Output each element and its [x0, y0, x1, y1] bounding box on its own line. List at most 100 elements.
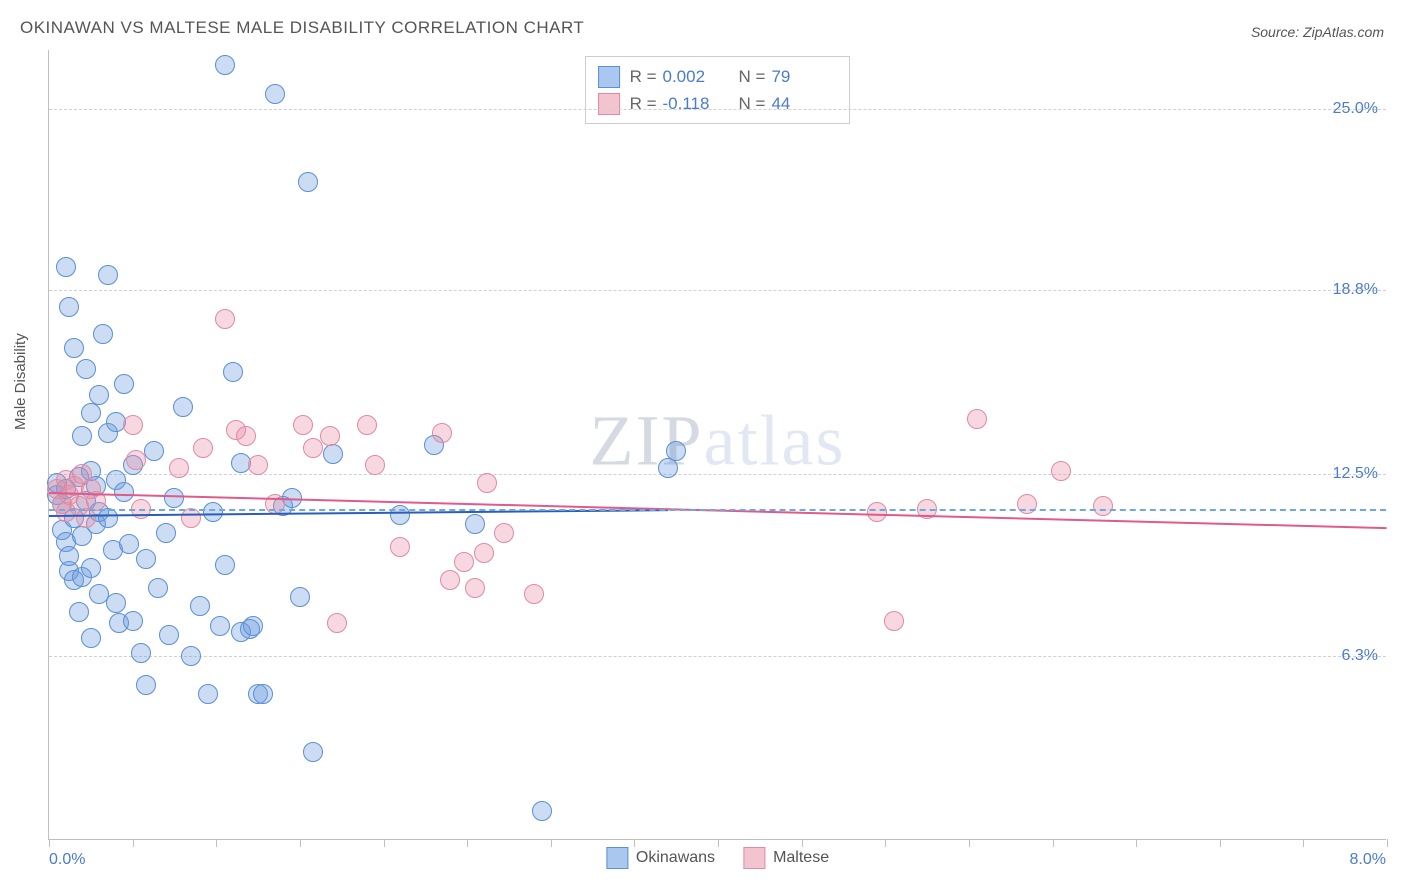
data-point [131, 643, 151, 663]
stat-n-value: 79 [771, 63, 823, 90]
data-point [1051, 461, 1071, 481]
data-point [59, 297, 79, 317]
grid-line [49, 290, 1386, 291]
data-point [290, 587, 310, 607]
y-tick-label: 6.3% [1342, 647, 1378, 665]
data-point [215, 555, 235, 575]
legend-swatch [598, 93, 620, 115]
data-point [215, 309, 235, 329]
data-point [323, 444, 343, 464]
data-point [474, 543, 494, 563]
data-point [243, 616, 263, 636]
data-point [658, 458, 678, 478]
x-tick [1303, 839, 1304, 847]
legend-label: Okinawans [636, 849, 715, 867]
stat-n-label: N = [739, 90, 766, 117]
y-axis-label: Male Disability [12, 333, 29, 430]
x-tick [1053, 839, 1054, 847]
stat-n-value: 44 [771, 90, 823, 117]
x-tick [802, 839, 803, 847]
scatter-plot: ZIPatlas R =0.002N =79R =-0.118 N =44 6.3… [48, 50, 1386, 840]
stat-r-label: R = [630, 90, 657, 117]
data-point [126, 450, 146, 470]
legend-swatch [606, 847, 628, 869]
data-point [432, 423, 452, 443]
x-axis-max-label: 8.0% [1350, 851, 1386, 869]
data-point [215, 55, 235, 75]
series-legend: Okinawans Maltese [606, 847, 829, 869]
data-point [494, 523, 514, 543]
data-point [293, 415, 313, 435]
x-tick [551, 839, 552, 847]
data-point [210, 616, 230, 636]
data-point [64, 338, 84, 358]
data-point [164, 488, 184, 508]
data-point [69, 602, 89, 622]
data-point [236, 426, 256, 446]
data-point [532, 801, 552, 821]
x-tick [969, 839, 970, 847]
y-tick-label: 18.8% [1333, 281, 1378, 299]
x-tick [885, 839, 886, 847]
data-point [136, 549, 156, 569]
data-point [159, 625, 179, 645]
y-tick-label: 25.0% [1333, 100, 1378, 118]
grid-line [49, 109, 1386, 110]
stat-r-value: 0.002 [663, 63, 715, 90]
data-point [190, 596, 210, 616]
x-tick [467, 839, 468, 847]
stat-r-value: -0.118 [663, 90, 715, 117]
reference-line [49, 509, 1386, 511]
stats-legend-row: R =-0.118 N =44 [598, 90, 838, 117]
data-point [357, 415, 377, 435]
x-tick [133, 839, 134, 847]
data-point [524, 584, 544, 604]
x-tick [1136, 839, 1137, 847]
data-point [98, 265, 118, 285]
data-point [223, 362, 243, 382]
data-point [114, 482, 134, 502]
watermark: ZIPatlas [590, 399, 846, 482]
legend-label: Maltese [773, 849, 829, 867]
grid-line [49, 656, 1386, 657]
data-point [303, 742, 323, 762]
chart-title: OKINAWAN VS MALTESE MALE DISABILITY CORR… [20, 18, 584, 38]
data-point [967, 409, 987, 429]
data-point [440, 570, 460, 590]
data-point [253, 684, 273, 704]
data-point [89, 385, 109, 405]
stat-r-label: R = [630, 63, 657, 90]
data-point [119, 534, 139, 554]
data-point [72, 426, 92, 446]
y-tick-label: 12.5% [1333, 465, 1378, 483]
data-point [365, 455, 385, 475]
data-point [265, 84, 285, 104]
data-point [173, 397, 193, 417]
data-point [884, 611, 904, 631]
stats-legend-row: R =0.002N =79 [598, 63, 838, 90]
data-point [327, 613, 347, 633]
grid-line [49, 474, 1386, 475]
data-point [56, 257, 76, 277]
x-tick [718, 839, 719, 847]
data-point [390, 505, 410, 525]
legend-item: Maltese [743, 847, 829, 869]
data-point [169, 458, 189, 478]
data-point [1093, 496, 1113, 516]
data-point [867, 502, 887, 522]
data-point [106, 593, 126, 613]
x-tick [634, 839, 635, 847]
data-point [144, 441, 164, 461]
data-point [81, 628, 101, 648]
data-point [298, 172, 318, 192]
data-point [477, 473, 497, 493]
data-point [465, 578, 485, 598]
data-point [666, 441, 686, 461]
data-point [123, 415, 143, 435]
data-point [198, 684, 218, 704]
data-point [123, 611, 143, 631]
data-point [454, 552, 474, 572]
legend-swatch [743, 847, 765, 869]
source-attribution: Source: ZipAtlas.com [1251, 24, 1384, 40]
legend-item: Okinawans [606, 847, 715, 869]
